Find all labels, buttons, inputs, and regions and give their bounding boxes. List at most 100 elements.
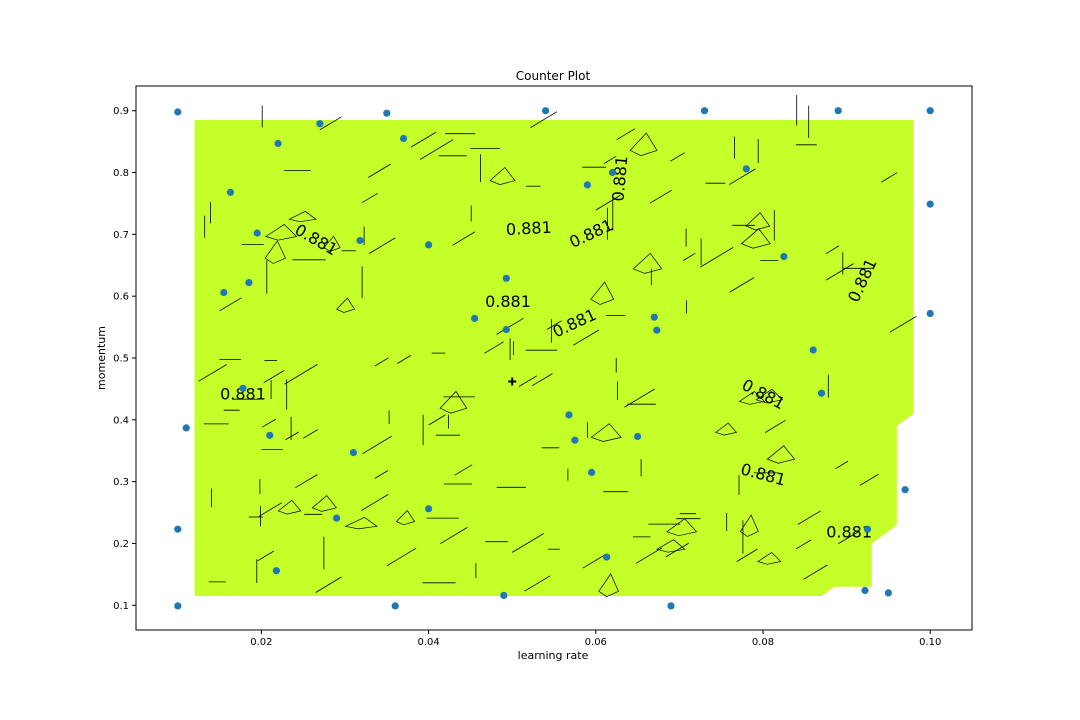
contour-loop xyxy=(655,539,686,553)
contour-lines xyxy=(198,94,917,597)
sample-point xyxy=(700,107,709,115)
sample-points xyxy=(174,107,934,610)
contour-line-segment xyxy=(198,364,227,382)
contour-loop xyxy=(323,235,341,252)
contour-line-segment xyxy=(361,494,389,511)
sample-point xyxy=(780,253,788,261)
contour-line-segment xyxy=(258,502,283,517)
sample-point xyxy=(884,589,893,597)
sample-point xyxy=(349,449,357,457)
contour-loop xyxy=(590,423,622,442)
contour-line-segment xyxy=(665,542,690,558)
sample-point xyxy=(425,505,433,513)
sample-point xyxy=(266,431,274,439)
sample-point xyxy=(542,107,550,115)
contour-line-segment xyxy=(603,155,617,165)
contour-loop xyxy=(766,445,796,464)
y-tick-label: 0.8 xyxy=(113,168,129,179)
x-tick-label: 0.06 xyxy=(585,637,607,648)
contour-line-segment xyxy=(419,139,454,160)
sample-point xyxy=(861,586,869,595)
sample-point xyxy=(220,288,228,297)
contour-level-label: 0.881 xyxy=(485,292,531,311)
y-tick-label: 0.9 xyxy=(113,106,129,117)
sample-point xyxy=(502,326,510,334)
y-tick-label: 0.4 xyxy=(113,415,129,426)
y-tick-label: 0.7 xyxy=(113,230,129,241)
contour-loop xyxy=(489,166,516,185)
y-tick-label: 0.6 xyxy=(113,292,129,303)
x-tick-label: 0.02 xyxy=(250,637,272,648)
sample-point xyxy=(274,139,282,148)
sample-point xyxy=(471,314,479,322)
contour-line-segment xyxy=(838,530,860,544)
sample-point xyxy=(817,389,826,397)
sample-point xyxy=(603,553,611,561)
sample-point xyxy=(391,602,399,610)
contour-loop xyxy=(739,514,759,537)
contour-line-segment xyxy=(595,195,621,211)
chart-title: Counter Plot xyxy=(516,69,591,83)
sample-point xyxy=(634,432,642,441)
contour-line-segment xyxy=(518,375,538,387)
contour-line-segment xyxy=(835,460,849,470)
sample-point xyxy=(809,346,817,354)
sample-point xyxy=(583,181,592,189)
contour-loop xyxy=(264,224,298,241)
sample-point xyxy=(926,107,934,115)
contour-loop xyxy=(757,551,782,565)
contour-line-segment xyxy=(859,473,879,486)
x-axis-ticks: 0.02 0.04 0.06 0.08 0.10 xyxy=(250,630,941,648)
contour-line-segment xyxy=(546,320,562,330)
contour-loop xyxy=(632,252,663,274)
contour-loop xyxy=(629,132,658,156)
sample-point xyxy=(863,525,872,533)
contour-loop xyxy=(288,210,317,223)
sample-point xyxy=(926,200,934,208)
contour-line-segment xyxy=(484,341,504,354)
contour-line-segment xyxy=(825,263,854,281)
contour-loop xyxy=(740,228,771,249)
contour-line-segment xyxy=(410,131,437,148)
contour-line-segment xyxy=(368,163,391,178)
contour-loop xyxy=(745,212,771,231)
contour-loop xyxy=(755,388,783,404)
sample-point xyxy=(650,313,658,321)
x-tick-label: 0.04 xyxy=(417,637,439,648)
contour-line-segment xyxy=(257,550,274,562)
sample-point xyxy=(608,168,617,177)
contour-loop xyxy=(395,510,416,526)
contour-loop xyxy=(439,390,468,414)
contour-line-segment xyxy=(369,237,396,254)
contour-line-segment xyxy=(700,247,734,268)
contour-loop xyxy=(715,422,738,436)
contour-line-segment xyxy=(496,317,524,335)
contour-line-segment xyxy=(386,547,417,567)
contour-line-segment xyxy=(284,364,318,385)
contour-line-segment xyxy=(803,564,828,580)
plot-area: 0.881 0.881 0.8810.8810.8810.8810.8810.881… xyxy=(174,94,934,610)
contour-line-segment xyxy=(261,418,277,428)
contour-line-segment xyxy=(825,245,840,255)
contour-line-segment xyxy=(428,414,446,426)
contour-line-segment xyxy=(635,547,663,564)
sample-point xyxy=(272,567,280,575)
contour-loop xyxy=(264,240,286,264)
sample-point xyxy=(399,134,408,143)
sample-point xyxy=(653,326,661,334)
contour-line-segment xyxy=(616,128,636,141)
sample-point xyxy=(245,279,253,287)
contour-line-segment xyxy=(374,470,389,479)
sample-point xyxy=(174,525,182,533)
sample-point xyxy=(226,188,235,196)
contour-line-segment xyxy=(764,419,786,433)
contour-line-segment xyxy=(397,355,412,364)
contour-loop xyxy=(738,391,766,405)
contour-line-segment xyxy=(219,297,242,312)
contour-fill-region xyxy=(194,120,914,596)
contour-line-segment xyxy=(682,252,696,261)
y-tick-label: 0.5 xyxy=(113,354,129,365)
contour-line-segment xyxy=(263,370,285,384)
sample-point xyxy=(356,236,364,245)
